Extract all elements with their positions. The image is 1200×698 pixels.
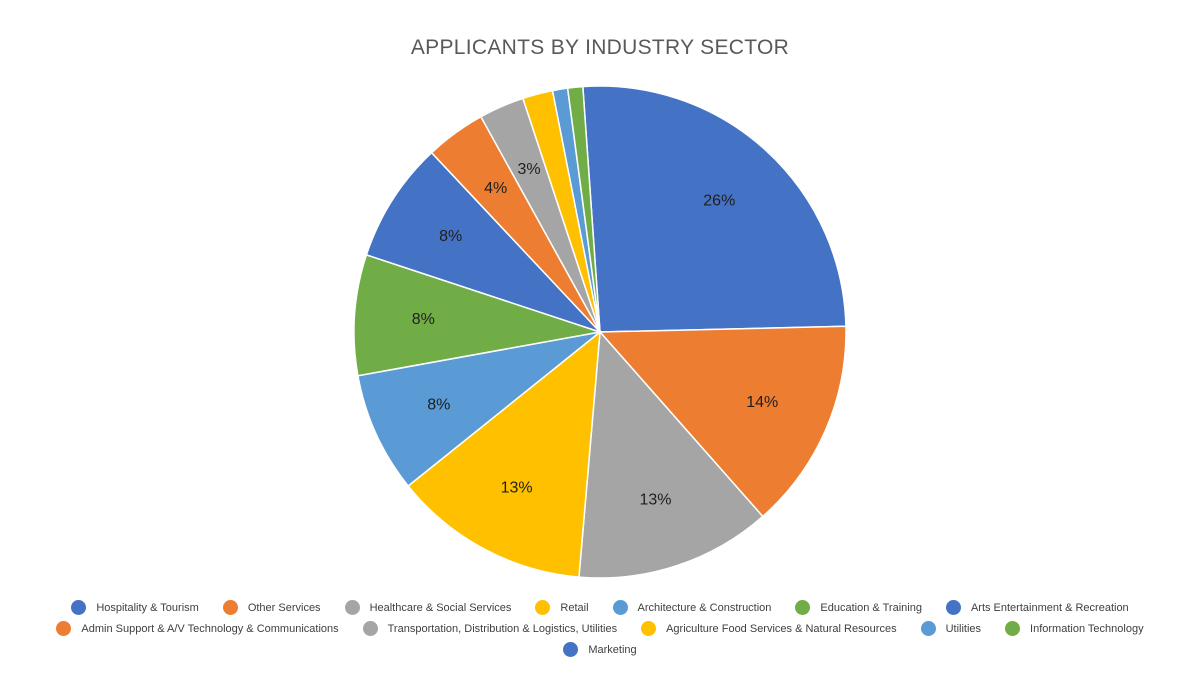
legend-item: Utilities	[920, 621, 982, 636]
legend-item: Education & Training	[795, 600, 922, 615]
legend-label: Transportation, Distribution & Logistics…	[387, 622, 618, 635]
legend-swatch	[1005, 621, 1021, 636]
legend-row: Hospitality & Tourism Other Services Healt…	[0, 600, 1200, 615]
legend-swatch	[222, 600, 238, 615]
pie-slice-other-services	[598, 325, 847, 518]
legend-item: Hospitality & Tourism	[71, 600, 199, 615]
legend-label: Hospitality & Tourism	[96, 601, 199, 614]
legend-label: Agriculture Food Services & Natural Reso…	[666, 622, 897, 635]
legend-label: Arts Entertainment & Recreation	[970, 601, 1129, 614]
legend-swatch	[945, 600, 961, 615]
legend-item: Retail	[535, 600, 589, 615]
legend-item: Other Services	[222, 600, 321, 615]
data-label: 4%	[484, 180, 507, 197]
data-label: 26%	[703, 192, 735, 209]
data-label: 13%	[501, 479, 533, 496]
legend-label: Education & Training	[820, 601, 922, 614]
pie-slice-education-training	[353, 253, 601, 377]
pie-slice-healthcare-social-services	[578, 330, 764, 579]
legend-swatch	[344, 600, 360, 615]
legend-row: Marketing	[0, 642, 1200, 657]
legend-swatch	[535, 600, 551, 615]
legend-label: Admin Support & A/V Technology & Communi…	[81, 622, 339, 635]
pie-slice-arts-entertainment-recreation	[365, 151, 601, 333]
legend-swatch	[612, 600, 628, 615]
legend-row: Admin Support & A/V Technology & Communi…	[0, 621, 1200, 636]
legend-label: Utilities	[945, 622, 982, 635]
legend-item: Agriculture Food Services & Natural Reso…	[641, 621, 897, 636]
pie-slice-retail	[407, 330, 601, 578]
legend-item: Information Technology	[1005, 621, 1144, 636]
data-label: 8%	[412, 311, 435, 328]
data-label: 14%	[746, 394, 778, 411]
legend-label: Information Technology	[1030, 622, 1144, 635]
data-label: 8%	[439, 228, 462, 245]
pie-slice-hospitality-tourism	[582, 85, 847, 333]
legend-item: Arts Entertainment & Recreation	[945, 600, 1129, 615]
legend-item: Healthcare & Social Services	[344, 600, 512, 615]
legend-swatch	[362, 621, 378, 636]
legend-item: Admin Support & A/V Technology & Communi…	[56, 621, 339, 636]
legend-swatch	[56, 621, 72, 636]
pie-slice-information-technology	[566, 85, 601, 333]
legend-label: Architecture & Construction	[637, 601, 772, 614]
legend-swatch	[641, 621, 657, 636]
data-label: 13%	[639, 491, 671, 508]
pie-slice-architecture-construction	[357, 331, 601, 488]
legend-label: Healthcare & Social Services	[369, 601, 512, 614]
legend-label: Other Services	[247, 601, 321, 614]
legend-swatch	[71, 600, 87, 615]
legend-item: Marketing	[563, 642, 637, 657]
legend-item: Architecture & Construction	[612, 600, 772, 615]
chart-title: APPLICANTS BY INDUSTRY SECTOR	[410, 36, 790, 59]
legend-swatch	[563, 642, 579, 657]
legend-swatch	[795, 600, 811, 615]
data-label: 8%	[427, 397, 450, 414]
legend-swatch	[920, 621, 936, 636]
legend-label: Marketing	[588, 643, 637, 656]
data-label: 3%	[518, 161, 541, 178]
legend-label: Retail	[560, 601, 589, 614]
legend-item: Transportation, Distribution & Logistics…	[362, 621, 618, 636]
